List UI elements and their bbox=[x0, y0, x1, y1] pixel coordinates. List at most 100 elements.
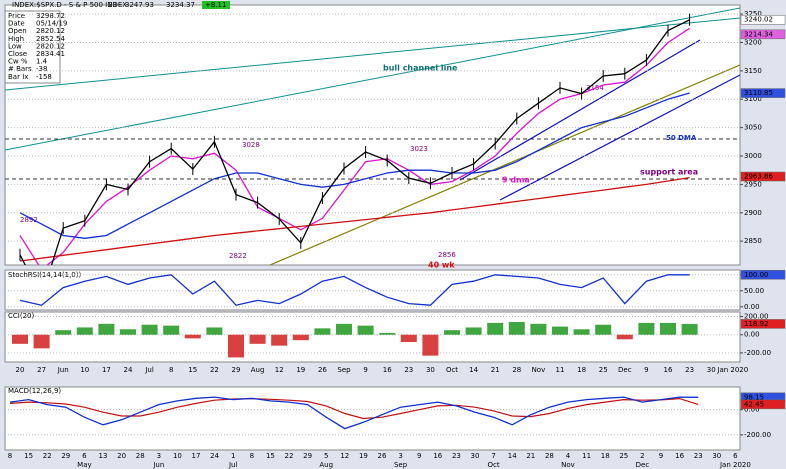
x-tick-label: Jul bbox=[144, 366, 154, 374]
bar bbox=[616, 334, 633, 340]
x-tick-label: 6 bbox=[82, 452, 87, 460]
value-tag-label: 3240.02 bbox=[744, 16, 773, 24]
value-tag bbox=[740, 171, 786, 182]
x-tick-label: 10 bbox=[80, 366, 89, 374]
panel bbox=[5, 316, 740, 358]
x-tick-label: 18 bbox=[601, 452, 610, 460]
annotation: 2822 bbox=[229, 252, 247, 260]
x-tick-label: 15 bbox=[266, 452, 275, 460]
main-plot bbox=[4, 4, 741, 266]
bar bbox=[660, 322, 676, 335]
x-tick-label: 21 bbox=[491, 366, 500, 374]
value-tag bbox=[740, 270, 786, 280]
bar bbox=[552, 326, 568, 335]
value-tag bbox=[740, 88, 786, 98]
annotation: 3028 bbox=[242, 141, 260, 149]
bar bbox=[206, 327, 223, 335]
price-line bbox=[19, 19, 690, 265]
info-value: 2834.41 bbox=[36, 50, 65, 58]
panel-title: CCI(20) bbox=[8, 312, 34, 320]
annotation: 3023 bbox=[410, 145, 428, 153]
value-tag bbox=[740, 14, 786, 25]
bar bbox=[508, 322, 525, 335]
value-tag-label: 118.92 bbox=[744, 320, 769, 328]
y-tick-label: -200.00 bbox=[744, 349, 771, 357]
x-tick-label: Jun bbox=[57, 366, 69, 374]
channel-line bbox=[459, 39, 701, 181]
x-tick-label: 20 bbox=[16, 366, 25, 374]
annotation: support area bbox=[640, 168, 698, 177]
x-tick-label: 15 bbox=[24, 452, 33, 460]
x-tick-label: 28 bbox=[136, 452, 145, 460]
x-tick-label: 30 bbox=[426, 366, 435, 374]
y-tick-label: 3150 bbox=[744, 67, 762, 75]
x-tick-label: 7 bbox=[491, 452, 495, 460]
x-tick-label: 1 bbox=[231, 452, 235, 460]
x-tick-label: 9 bbox=[644, 366, 648, 374]
x-tick-label: 30 bbox=[707, 366, 716, 374]
signal-line bbox=[9, 397, 699, 420]
info-label: High bbox=[8, 35, 24, 43]
bar bbox=[141, 324, 158, 335]
x-tick-label: 23 bbox=[404, 366, 413, 374]
y-tick-label: 3250 bbox=[744, 10, 762, 18]
x-tick-label: 4 bbox=[566, 452, 571, 460]
x-tick-label: 8 bbox=[250, 452, 254, 460]
x-tick-label: 11 bbox=[582, 452, 591, 460]
toolbar-change-bg bbox=[202, 1, 230, 9]
x-tick-label: 9 bbox=[417, 452, 421, 460]
x-tick-label: 26 bbox=[378, 452, 387, 460]
x-month-label: Jul bbox=[228, 461, 238, 469]
y-tick-label: 0.00 bbox=[744, 303, 760, 311]
bar bbox=[487, 322, 504, 335]
x-tick-label: 23 bbox=[694, 452, 703, 460]
bar bbox=[184, 334, 201, 339]
x-tick-label: 23 bbox=[452, 452, 461, 460]
info-label: # Bars bbox=[8, 65, 32, 73]
x-tick-label: 14 bbox=[469, 366, 478, 374]
bar bbox=[444, 330, 460, 335]
x-tick-label: 25 bbox=[619, 452, 628, 460]
toolbar-item: 3234.37 bbox=[166, 1, 195, 9]
bar bbox=[465, 327, 482, 335]
info-value: -38 bbox=[36, 65, 47, 73]
info-label: Date bbox=[8, 20, 25, 28]
info-value: 2820.12 bbox=[36, 42, 65, 50]
x-tick-label: 18 bbox=[577, 366, 586, 374]
x-tick-label: 27 bbox=[37, 366, 46, 374]
bar bbox=[530, 323, 547, 335]
info-label: Price bbox=[8, 12, 25, 20]
x-tick-label: 22 bbox=[210, 366, 219, 374]
x-month-label: Aug bbox=[319, 461, 333, 469]
annotation: bull channel line bbox=[383, 64, 458, 73]
trend-lines bbox=[5, 7, 740, 265]
x-tick-label: Dec bbox=[618, 366, 632, 374]
trend-line bbox=[269, 64, 740, 265]
y-tick-label: 50.00 bbox=[744, 287, 764, 295]
bar bbox=[163, 325, 180, 335]
ma-line bbox=[19, 92, 690, 239]
x-tick-label: 20 bbox=[117, 452, 126, 460]
info-value: 2852.54 bbox=[36, 35, 65, 43]
x-tick-label: 22 bbox=[43, 452, 52, 460]
toolbar-item: 3247.93 bbox=[125, 1, 154, 9]
info-value: 05/14/19 bbox=[36, 20, 67, 28]
x-tick-label: 13 bbox=[99, 452, 108, 460]
x-tick-label: 24 bbox=[124, 366, 133, 374]
x-tick-label: 21 bbox=[526, 452, 535, 460]
x-tick-label: 16 bbox=[675, 452, 684, 460]
bar bbox=[357, 325, 374, 335]
toolbar: 23 3247.93 3234.37 +8.11 bbox=[108, 1, 230, 9]
value-tag-label: 3214.34 bbox=[744, 30, 773, 38]
x-tick-label: 24 bbox=[210, 452, 219, 460]
panel bbox=[5, 396, 740, 436]
x-tick-label: 22 bbox=[285, 452, 294, 460]
x-month-label: Jan 2020 bbox=[719, 461, 751, 469]
info-label: Bar Ix bbox=[8, 73, 28, 81]
info-label: Open bbox=[8, 27, 27, 35]
value-tag bbox=[740, 399, 786, 410]
bar bbox=[33, 334, 50, 349]
y-tick-label: 3100 bbox=[744, 95, 762, 103]
x-tick-label: 30 bbox=[471, 452, 480, 460]
